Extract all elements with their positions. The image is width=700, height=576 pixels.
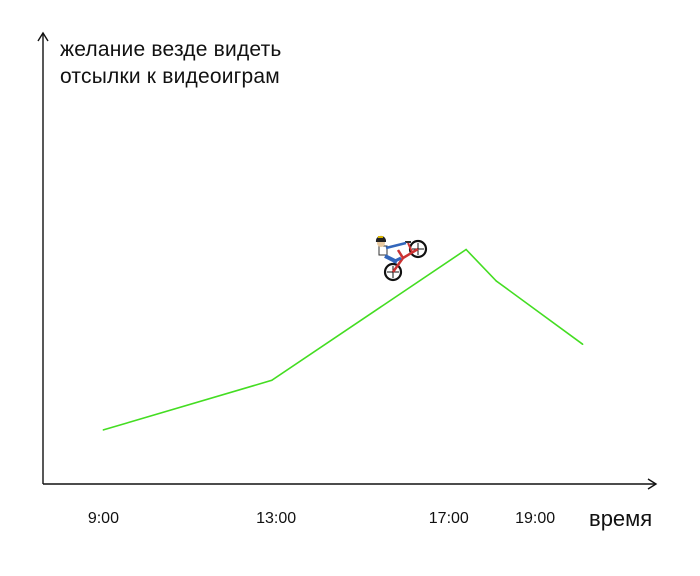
x-axis-label: время [589, 506, 653, 531]
series-line [103, 248, 584, 431]
y-axis-label-line-1: желание везде видеть [60, 38, 282, 61]
series-point [581, 343, 584, 346]
series-point [102, 429, 105, 431]
x-tick-label: 19:00 [515, 510, 556, 527]
y-axis-label: желание везде видеть отсылки к видеоигра… [60, 36, 282, 90]
x-tick-label: 13:00 [256, 510, 297, 527]
x-tick-label: 17:00 [428, 510, 469, 527]
x-axis [43, 478, 658, 490]
bmx-rider-icon [375, 235, 428, 282]
x-tick-label: 9:00 [87, 510, 119, 527]
y-axis [37, 31, 49, 484]
series-layer [102, 248, 584, 431]
series-point [495, 280, 498, 282]
series-point [465, 248, 467, 251]
series-point [271, 379, 273, 382]
y-axis-label-line-2: отсылки к видеоиграм [60, 65, 280, 88]
